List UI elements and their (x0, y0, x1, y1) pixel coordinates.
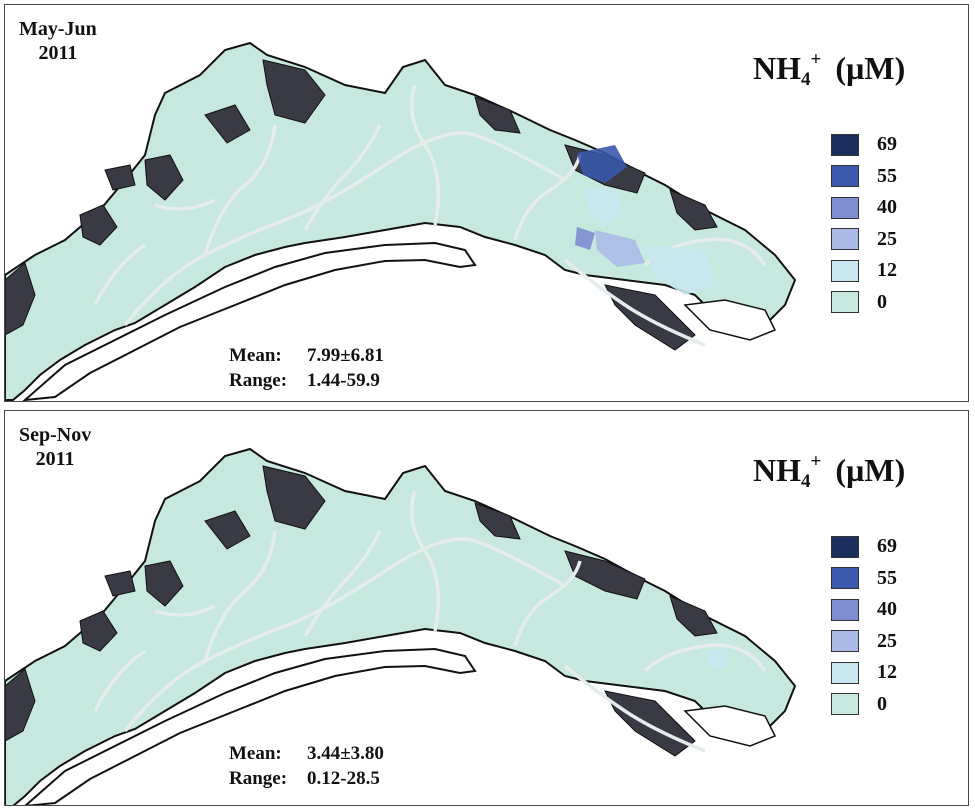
concentration-overlay (575, 145, 717, 295)
legend-item: 55 (831, 161, 897, 193)
legend-item: 0 (831, 689, 897, 721)
range-label: Range: (229, 768, 288, 789)
statistics: Mean: 3.44±3.80 Range: 0.12-28.5 (229, 741, 384, 791)
lagoon-patch (683, 705, 777, 747)
period-year: 2011 (35, 448, 75, 470)
mean-value: 7.99±6.81 (307, 345, 384, 366)
legend-title-subscript: 4 (801, 471, 811, 492)
legend-swatch (831, 535, 859, 558)
legend-title-superscript: + (810, 451, 822, 472)
legend-title-species: NH (753, 452, 801, 488)
legend-label: 40 (877, 196, 897, 219)
range-label: Range: (229, 370, 288, 391)
legend-label: 55 (877, 164, 897, 187)
legend-swatch (831, 598, 859, 621)
lagoon-patch (683, 299, 777, 341)
range-row: Range: 1.44-59.9 (229, 368, 384, 393)
mean-row: Mean: 3.44±3.80 (229, 741, 384, 766)
legend-label: 0 (877, 290, 887, 313)
legend-title: NH4+ (µM) (753, 451, 905, 493)
concentration-patch (585, 187, 623, 227)
range-value: 0.12-28.5 (307, 768, 380, 789)
legend-item: 25 (831, 626, 897, 658)
legend-item: 40 (831, 192, 897, 224)
legend-label: 12 (877, 661, 897, 684)
period-year: 2011 (38, 42, 78, 64)
range-value: 1.44-59.9 (307, 370, 380, 391)
legend-item: 25 (831, 224, 897, 256)
mean-label: Mean: (229, 743, 282, 764)
legend-label: 69 (877, 535, 897, 558)
legend-label: 55 (877, 566, 897, 589)
legend-item: 69 (831, 129, 897, 161)
legend-swatch (831, 630, 859, 653)
legend-item: 12 (831, 255, 897, 287)
wetland-area (5, 41, 797, 401)
legend-item: 69 (831, 531, 897, 563)
legend-label: 25 (877, 629, 897, 652)
coastal-sandbar (22, 241, 477, 401)
legend-swatch (831, 693, 859, 716)
mean-value: 3.44±3.80 (307, 743, 384, 764)
legend-title: NH4+ (µM) (753, 49, 905, 91)
mean-label: Mean: (229, 345, 282, 366)
legend-label: 25 (877, 227, 897, 250)
statistics: Mean: 7.99±6.81 Range: 1.44-59.9 (229, 343, 384, 393)
legend-swatch (831, 259, 859, 282)
legend-title-species: NH (753, 50, 801, 86)
concentration-patch (575, 227, 595, 250)
legend-item: 40 (831, 594, 897, 626)
legend-item: 55 (831, 563, 897, 595)
legend-title-subscript: 4 (801, 69, 811, 90)
period-label: Sep-Nov 2011 (19, 423, 91, 471)
tidal-creeks (93, 490, 767, 753)
range-row: Range: 0.12-28.5 (229, 766, 384, 791)
concentration-patch (595, 230, 645, 267)
legend-label: 12 (877, 259, 897, 282)
legend-title-superscript: + (810, 49, 822, 70)
legend-item: 0 (831, 287, 897, 319)
wetland-area (5, 447, 797, 805)
legend-item: 12 (831, 657, 897, 689)
coastal-sandbar (24, 647, 477, 805)
legend-swatch (831, 165, 859, 188)
legend-swatch (831, 291, 859, 314)
concentration-patch (645, 245, 717, 295)
mangrove-patches (5, 465, 718, 757)
period-label: May-Jun 2011 (19, 17, 97, 65)
mean-row: Mean: 7.99±6.81 (229, 343, 384, 368)
legend-swatch (831, 133, 859, 156)
wetland-map (5, 447, 797, 805)
legend: 69 55 40 25 12 0 (831, 531, 897, 720)
period-months: Sep-Nov (19, 424, 92, 446)
map-panel-sep-nov: Sep-Nov 2011 NH4+ (µM) 69 55 40 25 12 0 Mean: 3… (4, 410, 969, 806)
map-panel-may-jun: May-Jun 2011 NH4+ (µM) 69 55 40 25 12 0 Mean: 7… (4, 4, 969, 402)
legend-swatch (831, 567, 859, 590)
legend-swatch (831, 196, 859, 219)
legend-title-unit: (µM) (835, 452, 906, 488)
legend-label: 69 (877, 133, 897, 156)
legend-label: 40 (877, 598, 897, 621)
tidal-creeks (93, 84, 767, 347)
legend: 69 55 40 25 12 0 (831, 129, 897, 318)
legend-label: 0 (877, 692, 887, 715)
legend-title-unit: (µM) (835, 50, 906, 86)
concentration-patch (577, 145, 627, 183)
legend-swatch (831, 661, 859, 684)
wetland-map (5, 41, 797, 401)
concentration-patch (705, 649, 727, 669)
concentration-overlay (705, 649, 727, 669)
period-months: May-Jun (19, 18, 97, 40)
legend-swatch (831, 228, 859, 251)
